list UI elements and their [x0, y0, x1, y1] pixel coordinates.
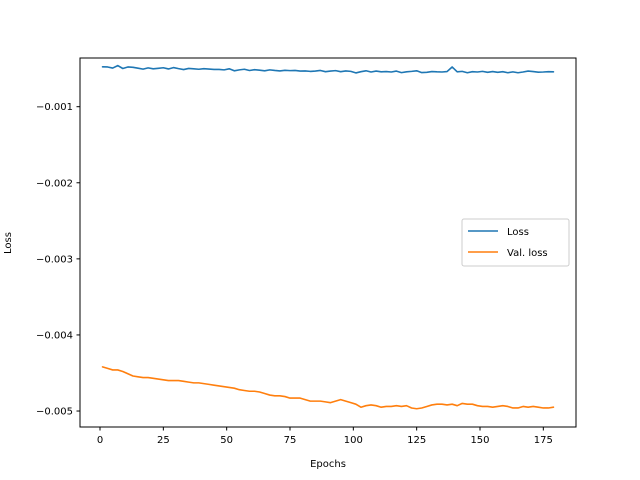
- legend-label-val-loss: Val. loss: [507, 248, 548, 259]
- x-tick-label: 75: [284, 435, 297, 446]
- series-layer: [101, 64, 555, 410]
- x-tick-label: 125: [407, 435, 426, 446]
- legend-label-loss: Loss: [507, 227, 529, 238]
- x-tick-label: 25: [157, 435, 170, 446]
- y-tick-label: −0.002: [36, 178, 73, 189]
- y-tick-label: −0.004: [36, 330, 73, 341]
- x-tick-label: 100: [344, 435, 363, 446]
- x-tick-label: 0: [97, 435, 103, 446]
- y-axis-label: Loss: [3, 232, 14, 254]
- y-axis-ticks: −0.001 −0.002 −0.003 −0.004 −0.005: [36, 102, 80, 418]
- y-tick-label: −0.003: [36, 254, 73, 265]
- x-axis-label: Epochs: [310, 459, 346, 470]
- y-tick-label: −0.001: [36, 102, 73, 113]
- series-line-loss: [101, 64, 555, 74]
- x-tick-label: 50: [220, 435, 233, 446]
- x-tick-label: 175: [534, 435, 553, 446]
- y-tick-label: −0.005: [36, 407, 73, 418]
- x-tick-label: 150: [470, 435, 489, 446]
- legend: Loss Val. loss: [461, 218, 570, 267]
- series-line-val-loss: [101, 366, 555, 410]
- plot-frame: [79, 57, 577, 428]
- x-axis-ticks: 0 25 50 75 100 125 150 175: [97, 427, 553, 446]
